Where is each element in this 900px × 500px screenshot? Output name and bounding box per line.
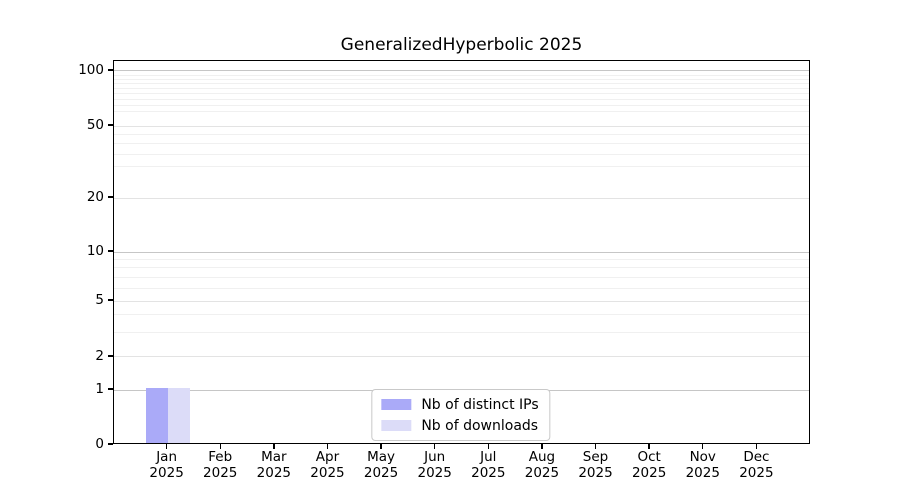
y-minor-gridline bbox=[114, 93, 809, 95]
y-tick-label-100: 100 bbox=[78, 61, 104, 78]
y-minor-gridline bbox=[114, 267, 809, 269]
y-minor-gridline bbox=[114, 143, 809, 145]
y-minor-gridline bbox=[114, 153, 809, 155]
x-tick-mark-apr bbox=[326, 444, 329, 449]
x-tick-mark-feb bbox=[219, 444, 221, 449]
legend: Nb of distinct IPs Nb of downloads bbox=[371, 389, 551, 441]
y-minor-gridline bbox=[114, 83, 809, 85]
y-tick-mark-50 bbox=[108, 124, 113, 126]
y-minor-gridline bbox=[114, 287, 809, 289]
x-tick-mark-aug bbox=[541, 444, 543, 449]
y-minor-gridline bbox=[114, 104, 809, 106]
chart-title: GeneralizedHyperbolic 2025 bbox=[340, 35, 583, 55]
y-tick-mark-2 bbox=[108, 355, 113, 357]
y-tick-label-10: 10 bbox=[86, 243, 104, 259]
y-minor-gridline bbox=[114, 133, 809, 135]
y-gridline-50 bbox=[114, 125, 809, 127]
bar-nb-of-distinct-ips-jan bbox=[145, 388, 168, 443]
y-tick-label-20: 20 bbox=[86, 189, 104, 205]
y-gridline-5 bbox=[114, 300, 809, 302]
y-minor-gridline bbox=[114, 74, 809, 76]
x-tick-mark-jul bbox=[487, 444, 489, 449]
y-minor-gridline bbox=[114, 78, 809, 80]
y-tick-mark-1 bbox=[108, 388, 113, 390]
x-tick-label-sep: Sep 2025 bbox=[578, 449, 613, 481]
y-minor-gridline bbox=[114, 165, 809, 167]
x-tick-mark-dec bbox=[755, 444, 758, 449]
y-tick-mark-10 bbox=[108, 250, 113, 252]
legend-item-downloads: Nb of downloads bbox=[381, 417, 538, 434]
x-tick-label-jul: Jul 2025 bbox=[471, 449, 506, 481]
y-tick-label-2: 2 bbox=[95, 347, 104, 364]
legend-label-distinct-ips: Nb of distinct IPs bbox=[421, 396, 539, 413]
x-tick-mark-nov bbox=[702, 444, 704, 449]
x-tick-mark-jun bbox=[433, 444, 436, 449]
x-tick-label-nov: Nov 2025 bbox=[685, 449, 720, 481]
x-tick-mark-oct bbox=[648, 444, 650, 449]
y-tick-mark-5 bbox=[108, 299, 113, 301]
bar-nb-of-downloads-jan bbox=[167, 388, 190, 443]
y-tick-label-5: 5 bbox=[95, 292, 104, 308]
y-gridline-100 bbox=[114, 70, 809, 72]
y-tick-label-1: 1 bbox=[95, 381, 104, 397]
y-minor-gridline bbox=[114, 111, 809, 113]
y-tick-mark-100 bbox=[108, 69, 113, 71]
y-tick-label-0: 0 bbox=[95, 436, 104, 452]
x-tick-label-may: May 2025 bbox=[363, 449, 399, 481]
y-tick-mark-20 bbox=[108, 196, 113, 198]
y-tick-label-50: 50 bbox=[86, 117, 104, 133]
y-gridline-20 bbox=[114, 197, 809, 199]
y-gridline-10 bbox=[114, 251, 809, 253]
x-tick-mark-sep bbox=[594, 444, 597, 449]
y-minor-gridline bbox=[114, 98, 809, 100]
x-tick-label-oct: Oct 2025 bbox=[631, 449, 667, 481]
y-tick-mark-0 bbox=[108, 443, 113, 445]
plot-area bbox=[113, 60, 810, 444]
x-tick-mark-jan bbox=[165, 444, 168, 449]
legend-label-downloads: Nb of downloads bbox=[421, 417, 539, 434]
x-tick-mark-may bbox=[380, 444, 382, 449]
x-tick-label-mar: Mar 2025 bbox=[256, 449, 292, 481]
x-tick-label-dec: Dec 2025 bbox=[739, 449, 774, 481]
x-tick-label-apr: Apr 2025 bbox=[310, 449, 345, 481]
y-minor-gridline bbox=[114, 276, 809, 278]
legend-swatch-distinct-ips-icon bbox=[381, 399, 412, 410]
x-tick-label-jun: Jun 2025 bbox=[417, 449, 452, 481]
x-tick-mark-mar bbox=[273, 444, 275, 449]
y-minor-gridline bbox=[114, 88, 809, 90]
y-gridline-2 bbox=[114, 356, 809, 358]
y-minor-gridline bbox=[114, 331, 809, 333]
legend-swatch-downloads-icon bbox=[381, 420, 412, 431]
x-tick-label-aug: Aug 2025 bbox=[524, 449, 560, 481]
x-tick-label-jan: Jan 2025 bbox=[149, 449, 184, 481]
y-minor-gridline bbox=[114, 258, 809, 260]
x-tick-label-feb: Feb 2025 bbox=[203, 449, 238, 481]
legend-item-distinct-ips: Nb of distinct IPs bbox=[381, 396, 539, 413]
y-minor-gridline bbox=[114, 314, 809, 316]
